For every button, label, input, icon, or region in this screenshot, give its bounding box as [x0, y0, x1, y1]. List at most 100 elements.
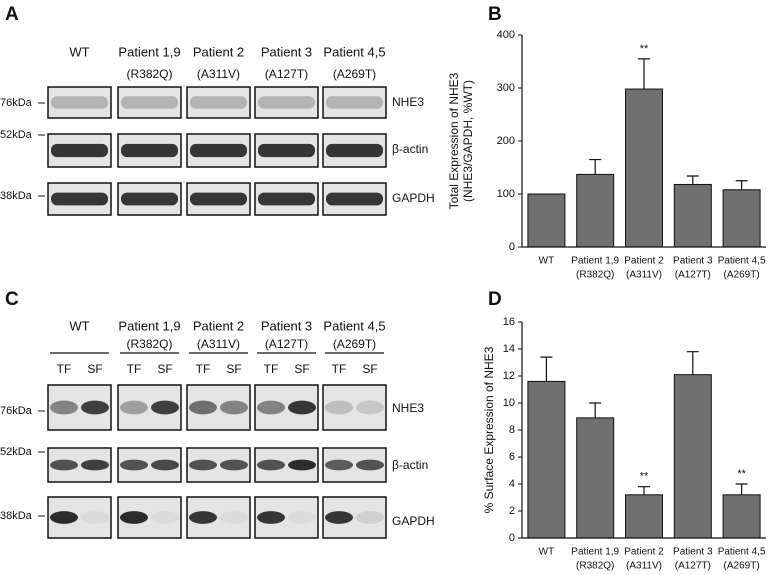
- blot-band: [190, 143, 247, 158]
- lane-variant: (A311V): [197, 67, 240, 81]
- x-tick-sublabel: (A127T): [675, 561, 711, 572]
- y-tick-label: 14: [503, 343, 515, 355]
- blot-band: [326, 96, 383, 109]
- y-tick-label: 10: [503, 397, 515, 409]
- lane-variant: (A127T): [265, 337, 308, 351]
- blot-box: [254, 86, 319, 119]
- bar: [722, 189, 761, 248]
- blot-band: [325, 400, 353, 415]
- error-bar: [589, 402, 602, 418]
- fraction-label: SF: [294, 362, 309, 376]
- y-axis-label: Total Expression of NHE3: [447, 72, 461, 209]
- fraction-label: SF: [157, 362, 172, 376]
- blot-band: [288, 459, 316, 471]
- blot-band: [326, 143, 383, 158]
- lane-variant: (A269T): [333, 337, 376, 351]
- x-tick-sublabel: (A311V): [626, 270, 662, 281]
- x-tick-label: WT: [539, 547, 555, 558]
- y-tick-label: 300: [497, 82, 515, 94]
- blot-band: [257, 459, 285, 471]
- y-tick-label: 100: [497, 188, 515, 200]
- blot-band: [81, 511, 109, 524]
- blot-box: [47, 86, 112, 119]
- x-tick-label: Patient 1,9: [571, 256, 619, 267]
- bar: [673, 374, 712, 539]
- y-tick-label: 8: [509, 424, 515, 436]
- significance: **: [737, 468, 746, 480]
- error-bar: [589, 158, 602, 175]
- bar: [527, 380, 566, 539]
- blot-box: [322, 86, 387, 119]
- x-tick-sublabel: (A127T): [675, 270, 711, 281]
- error-bar: [686, 351, 699, 375]
- blot-band: [121, 192, 178, 206]
- x-tick-label: Patient 4,5: [718, 256, 766, 267]
- blot-band: [120, 511, 148, 524]
- blot-band: [257, 511, 285, 524]
- x-tick-sublabel: (A269T): [724, 270, 760, 281]
- error-bar: [638, 58, 650, 90]
- blot-band: [356, 511, 384, 524]
- lane-name: Patient 4,5: [323, 318, 385, 333]
- y-tick-label: 0: [509, 241, 515, 253]
- lane-name: Patient 3: [261, 44, 312, 59]
- row-label: GAPDH: [392, 191, 435, 205]
- blot-band: [51, 192, 108, 206]
- bar: [673, 183, 712, 248]
- panel-label: D: [488, 289, 502, 310]
- blot-band: [326, 192, 383, 206]
- y-tick-label: 400: [497, 29, 515, 41]
- fraction-label: SF: [226, 362, 241, 376]
- blot-box: [322, 384, 387, 431]
- lane-name: Patient 4,5: [323, 44, 385, 59]
- lane-variant: (A269T): [333, 67, 376, 81]
- blot-band: [121, 143, 178, 158]
- blot-band: [288, 400, 316, 415]
- bar: [576, 173, 615, 248]
- blot-band: [189, 400, 217, 415]
- blot-box: [186, 86, 251, 119]
- marker-label: 38kDa: [0, 190, 33, 202]
- x-tick-sublabel: (R382Q): [576, 270, 614, 281]
- x-tick-label: Patient 2: [624, 256, 664, 267]
- row-label: β-actin: [392, 142, 428, 156]
- lane-variant: (R382Q): [126, 67, 172, 81]
- fraction-label: TF: [332, 362, 347, 376]
- blot-band: [220, 400, 248, 415]
- error-bar: [735, 483, 748, 495]
- y-tick-label: 16: [503, 316, 515, 328]
- blot-band: [356, 459, 384, 471]
- y-axis-label: (NHE3/GAPDH, %WT): [461, 80, 475, 202]
- blot-band: [220, 511, 248, 524]
- row-label: GAPDH: [392, 514, 435, 528]
- blot-band: [257, 400, 285, 415]
- y-tick-label: 6: [509, 451, 515, 463]
- x-tick-label: Patient 3: [673, 256, 713, 267]
- blot-band: [189, 511, 217, 524]
- x-tick-sublabel: (R382Q): [576, 561, 614, 572]
- lane-name: WT: [69, 318, 89, 333]
- marker-label: 52kDa: [0, 129, 33, 141]
- x-tick-sublabel: (A311V): [626, 561, 662, 572]
- x-tick-label: WT: [539, 256, 555, 267]
- row-label: NHE3: [392, 95, 424, 109]
- blot-band: [50, 511, 78, 524]
- lane-name: Patient 2: [193, 44, 244, 59]
- blot-band: [220, 459, 248, 471]
- bar: [625, 88, 663, 248]
- x-tick-label: Patient 3: [673, 547, 713, 558]
- lane-name: Patient 1,9: [118, 318, 180, 333]
- row-label: β-actin: [392, 458, 428, 472]
- fraction-label: TF: [127, 362, 142, 376]
- error-bar: [735, 180, 748, 190]
- blot-band: [258, 143, 315, 158]
- blot-band: [190, 96, 247, 109]
- panel-label: A: [5, 4, 19, 25]
- blot-band: [151, 459, 179, 471]
- y-tick-label: 200: [497, 135, 515, 147]
- blot-band: [81, 459, 109, 471]
- lane-name: Patient 2: [193, 318, 244, 333]
- significance: **: [640, 43, 649, 55]
- bar: [527, 193, 566, 248]
